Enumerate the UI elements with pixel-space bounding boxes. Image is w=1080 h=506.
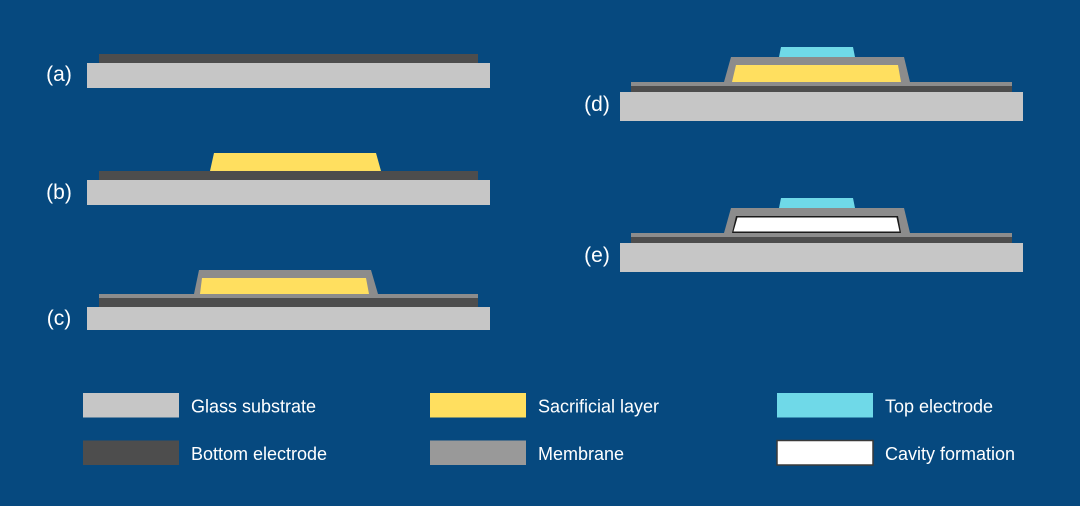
svg-text:Sacrificial layer: Sacrificial layer (538, 397, 659, 417)
svg-text:Cavity formation: Cavity formation (885, 444, 1015, 464)
svg-text:Glass substrate: Glass substrate (191, 397, 316, 417)
svg-text:Top electrode: Top electrode (885, 397, 993, 417)
svg-text:Membrane: Membrane (538, 444, 624, 464)
svg-text:(b): (b) (46, 181, 72, 204)
svg-text:Bottom electrode: Bottom electrode (191, 444, 327, 464)
svg-text:(c): (c) (47, 307, 72, 330)
svg-text:(a): (a) (46, 63, 72, 86)
svg-text:(e): (e) (584, 244, 610, 267)
svg-text:(d): (d) (584, 93, 610, 116)
